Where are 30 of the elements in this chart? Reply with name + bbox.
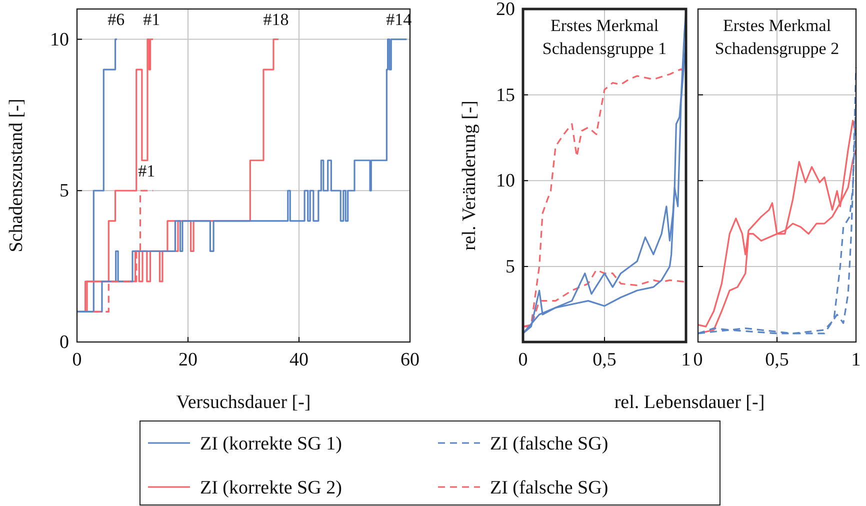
x-tick-label: 0 [518,349,528,370]
y-tick-label: 20 [496,0,515,20]
x-tick-label: 0,5 [592,349,616,370]
x-tick-label: 0 [693,349,703,370]
annotation: #18 [263,10,289,30]
x-axis-title: Versuchsdauer [-] [176,392,311,413]
y-tick-label: 5 [506,256,515,278]
annotation: Erstes Merkmal Schadensgruppe 1 [542,16,667,58]
y-axis-title: Schadenszustand [-] [6,98,27,252]
x-tick-label: 1 [681,349,691,370]
x-tick-label: 0,5 [765,349,789,370]
y-tick-label: 10 [50,29,69,50]
text: ZI (falsche SG) [490,434,608,455]
legend-label: ZI (korrekte SG 1) [200,434,342,455]
annotation: #6 [108,10,125,30]
annotation: #1 [138,162,156,181]
legend-label: ZI (korrekte SG 2) [200,478,342,499]
y-tick-label: 0 [60,332,69,354]
y-tick-label: 10 [496,170,515,192]
legend-label: ZI (falsche SG) [490,478,608,499]
x-tick-label: 60 [400,349,420,370]
x-tick-label: 1 [851,349,861,370]
x-axis-title: rel. Lebensdauer [-] [614,392,765,413]
y-tick-label: 15 [496,84,515,106]
annotation: #1 [143,10,160,30]
annotation: Erstes Merkmal Schadensgruppe 2 [714,16,840,58]
x-tick-label: 20 [178,349,198,370]
x-tick-label: 40 [290,349,308,370]
y-axis-title: rel. Veränderung [-] [459,100,480,250]
y-tick-label: 5 [60,180,69,202]
